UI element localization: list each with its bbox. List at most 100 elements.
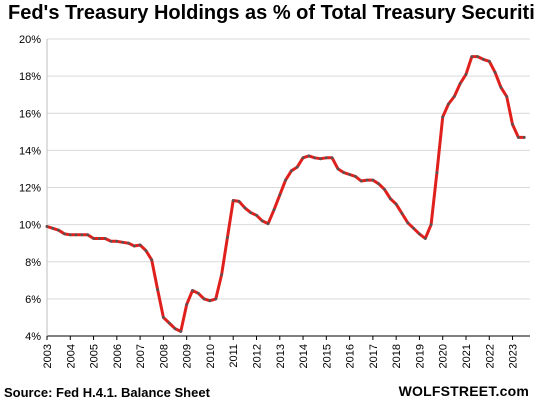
data-point <box>266 222 270 226</box>
data-point <box>144 249 148 253</box>
data-point <box>470 55 474 58</box>
data-point <box>435 171 439 175</box>
y-tick-label: 10% <box>19 220 41 232</box>
data-point <box>290 169 293 173</box>
data-point <box>278 193 282 197</box>
axes <box>46 39 530 340</box>
data-point <box>132 244 136 248</box>
data-point <box>109 239 113 243</box>
series-line <box>45 55 526 333</box>
chart-title: Fed's Treasury Holdings as % of Total Tr… <box>8 2 535 24</box>
x-tick-label: 2003 <box>42 344 54 368</box>
data-point <box>388 197 392 201</box>
x-tick-label: 2016 <box>345 344 357 368</box>
data-point <box>191 289 194 292</box>
data-point <box>115 239 119 243</box>
x-tick-label: 2015 <box>321 344 333 368</box>
data-point <box>429 223 433 227</box>
gridlines <box>47 38 530 337</box>
x-tick-label: 2017 <box>368 344 380 368</box>
data-point <box>284 178 287 182</box>
data-point <box>237 200 241 203</box>
data-point <box>185 303 189 306</box>
y-tick-label: 16% <box>19 108 41 120</box>
data-point <box>458 82 462 85</box>
x-tick-label: 2021 <box>461 344 473 368</box>
data-point <box>324 156 328 160</box>
data-point <box>330 156 334 160</box>
data-point <box>482 58 485 61</box>
data-point <box>74 233 78 237</box>
data-point <box>517 136 520 139</box>
data-point <box>173 327 177 330</box>
data-point <box>511 123 514 126</box>
data-point <box>487 59 491 63</box>
data-point <box>63 232 66 236</box>
data-point <box>45 225 49 228</box>
y-tick-label: 18% <box>19 71 41 83</box>
data-point <box>307 154 311 158</box>
data-point <box>214 297 218 301</box>
data-point <box>98 237 101 240</box>
x-tick-label: 2004 <box>65 344 77 368</box>
data-point <box>272 208 276 212</box>
data-point <box>138 243 142 247</box>
data-point <box>86 233 90 237</box>
data-point <box>313 156 317 160</box>
data-point <box>359 179 363 183</box>
x-tick-label: 2005 <box>89 344 101 368</box>
data-point <box>231 199 235 202</box>
data-point <box>423 237 427 240</box>
source-note: Source: Fed H.4.1. Balance Sheet <box>4 385 210 400</box>
data-point <box>499 85 503 89</box>
data-point <box>167 321 171 325</box>
x-tick-label: 2009 <box>182 344 194 368</box>
data-point <box>348 173 351 176</box>
data-point <box>412 226 415 230</box>
y-tick-labels: 4% 6% 8% 10% 12% 14% 16% 18% 20% <box>19 34 41 343</box>
data-point <box>301 156 305 160</box>
data-point <box>162 316 165 319</box>
x-tick-label: 2012 <box>251 344 263 368</box>
data-point <box>336 167 340 171</box>
data-point <box>156 288 160 291</box>
data-point <box>441 115 445 119</box>
data-point <box>522 136 526 139</box>
data-point <box>447 102 450 106</box>
data-point <box>57 228 60 232</box>
data-point <box>51 226 55 230</box>
data-point <box>255 213 258 217</box>
x-tick-label: 2018 <box>391 344 403 368</box>
y-tick-label: 4% <box>25 331 41 343</box>
data-point <box>377 182 381 186</box>
x-tick-label: 2019 <box>414 344 426 368</box>
data-point <box>383 188 386 191</box>
data-point <box>202 297 206 301</box>
data-point <box>493 71 497 74</box>
x-tick-label: 2006 <box>112 344 124 368</box>
x-tick-label: 2013 <box>275 344 287 368</box>
data-point <box>365 178 369 182</box>
data-point <box>394 202 398 206</box>
data-point <box>179 330 183 333</box>
data-point <box>400 212 404 215</box>
x-tick-label: 2020 <box>438 344 450 368</box>
data-point <box>476 55 479 58</box>
data-point <box>150 258 154 262</box>
y-tick-label: 14% <box>19 145 41 157</box>
x-tick-label: 2007 <box>135 344 147 368</box>
data-point <box>452 95 456 98</box>
x-tick-label: 2014 <box>298 344 310 368</box>
x-tick-labels: 2003 2004 2005 2006 2007 2008 2009 2010 2011 2012… <box>42 344 520 368</box>
x-tick-label: 2022 <box>484 344 496 368</box>
data-point <box>249 211 253 215</box>
data-point <box>243 206 247 210</box>
data-point <box>127 241 130 245</box>
x-tick-label: 2011 <box>228 344 240 368</box>
data-point <box>464 72 468 76</box>
x-tick-label: 2010 <box>205 344 217 368</box>
data-point <box>68 233 72 237</box>
data-point <box>80 233 84 237</box>
data-point <box>505 95 509 98</box>
